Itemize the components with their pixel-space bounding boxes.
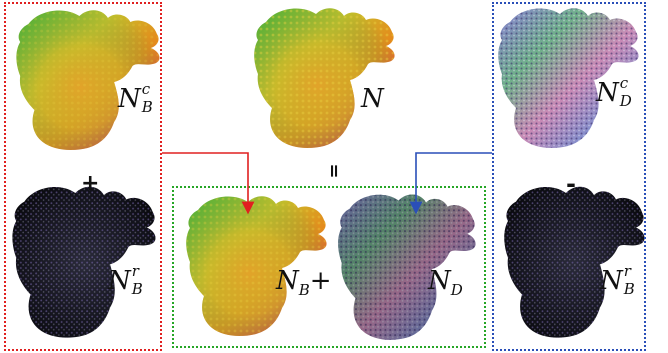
label-nbr-left-sub: B	[131, 280, 143, 298]
equals-operator: =	[323, 163, 345, 179]
label-nbr-left-base: N	[108, 266, 131, 296]
label-nd-base: N	[428, 266, 451, 296]
green-frame	[172, 186, 486, 348]
label-ndc-sub: D	[619, 92, 632, 110]
label-nbr-left-sup: r	[131, 262, 139, 280]
label-nb-sub: B	[298, 281, 310, 300]
red-arrow	[162, 152, 255, 215]
blue-arrow	[409, 152, 492, 215]
label-n-base: N	[361, 84, 384, 114]
label-nbr-right-sub: B	[623, 280, 635, 298]
label-nbr-right-base: N	[600, 266, 623, 296]
label-n: N	[361, 86, 384, 112]
label-nbr-right-sup: r	[623, 262, 631, 280]
blue-frame	[492, 2, 646, 351]
label-ndc-base: N	[596, 78, 619, 108]
label-ndc-sup: c	[619, 74, 629, 92]
minus-operator: -	[566, 170, 576, 198]
label-nbc-base: N	[118, 84, 141, 114]
label-nd: ND	[428, 268, 463, 298]
label-nbc-sub: B	[141, 98, 153, 116]
red-frame	[4, 2, 162, 351]
label-nb-base: N	[276, 266, 299, 296]
plus-operator: +	[81, 171, 100, 196]
label-nd-sub: D	[450, 281, 463, 300]
label-nbc-sup: c	[141, 80, 151, 98]
label-nb-plus-op: +	[309, 266, 332, 296]
label-nb-plus: NB+	[276, 268, 332, 298]
